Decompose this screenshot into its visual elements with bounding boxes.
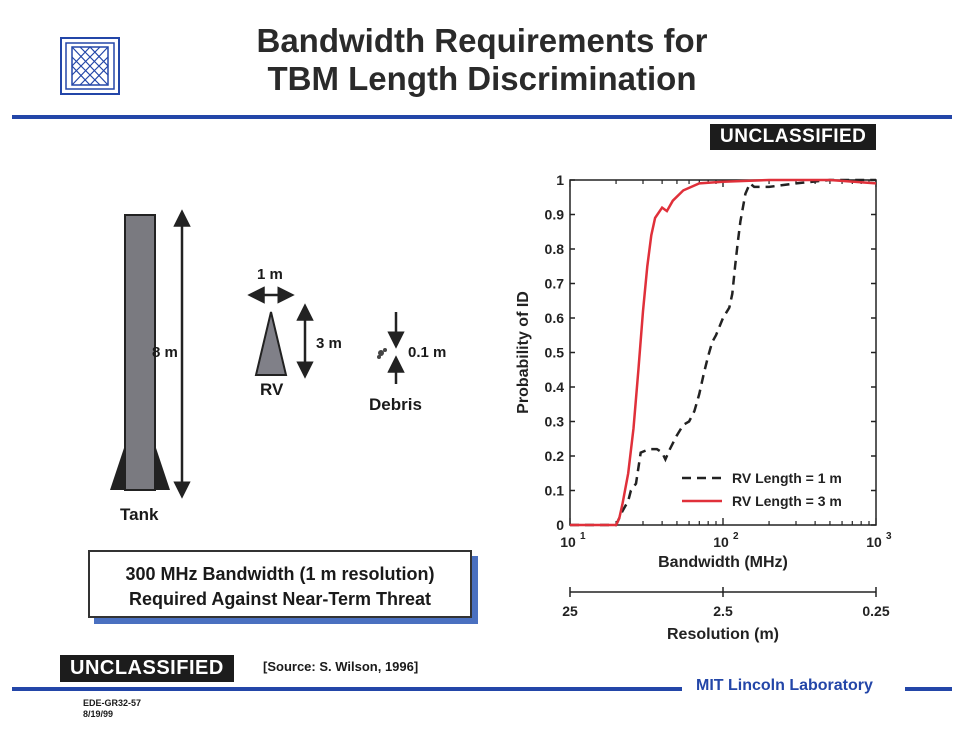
object-diagram [110,209,405,499]
y-tick-label: 0.7 [545,276,565,292]
doc-date: 8/19/99 [83,709,114,719]
series-line-1 [570,178,876,527]
classification-badge-bottom: UNCLASSIFIED [60,655,234,682]
y-tick-label: 0.2 [545,448,565,464]
y-tick-label: 0.5 [545,345,565,361]
y-tick-label: 0.1 [545,483,565,499]
y-tick-label: 0.9 [545,207,565,223]
debris-label: Debris [369,395,422,414]
lincoln-logo [60,37,120,100]
resolution-tick-label: 2.5 [713,603,733,619]
title-line-2: TBM Length Discrimination [267,60,697,97]
classification-badge-top: UNCLASSIFIED [710,124,877,150]
plot-frame [569,179,877,526]
resolution-axis-label: Resolution (m) [667,626,779,643]
page-title: Bandwidth Requirements for TBM Length Di… [0,22,964,98]
rv-width-label: 1 m [257,266,283,283]
x-tick-label: 10 [560,534,576,550]
y-tick-label: 0.4 [545,379,565,395]
y-tick-label: 1 [556,172,564,188]
header-divider [12,115,952,119]
tank-label: Tank [120,505,159,524]
y-tick-label: 0.8 [545,241,565,257]
debris-size-label: 0.1 m [408,344,447,361]
y-tick-label: 0.3 [545,414,565,430]
legend-label-2: RV Length = 3 m [732,493,842,509]
series-line-2 [570,178,877,527]
logo-icon [60,37,120,95]
legend-label-1: RV Length = 1 m [732,470,842,486]
source-citation: [Source: S. Wilson, 1996] [263,659,419,674]
y-tick-label: 0 [556,517,564,533]
resolution-tick-label: 0.25 [862,603,889,619]
rv-label: RV [260,380,284,399]
doc-id: EDE-GR32-57 [83,698,142,708]
requirement-callout: 300 MHz Bandwidth (1 m resolution) Requi… [88,550,472,618]
footer-divider-right [905,687,952,691]
x-tick-label: 10 [713,534,729,550]
resolution-tick-label: 25 [562,603,578,619]
tank-length-label: 8 m [152,344,178,361]
tank-shape [110,214,170,491]
callout-line-2: Required Against Near-Term Threat [128,589,432,609]
rv-height-label: 3 m [316,335,342,352]
footer-divider-left [12,687,682,691]
x-tick-exponent: 3 [886,531,892,542]
y-axis-label: Probability of ID [515,291,532,414]
org-name: MIT Lincoln Laboratory [696,677,873,694]
x-tick-exponent: 1 [580,531,586,542]
debris-shape [377,348,387,359]
title-line-1: Bandwidth Requirements for [256,22,708,59]
probability-chart: 0 0.1 0.2 0.3 0.4 0.5 0.6 0.7 0.8 0.9 1 10 1 10 2 10 3 Ba… [515,172,892,643]
x-axis-label: Bandwidth (MHz) [658,554,788,571]
x-tick-label: 10 [866,534,882,550]
callout-line-1: 300 MHz Bandwidth (1 m resolution) [125,564,435,584]
x-tick-exponent: 2 [733,531,739,542]
rv-shape [254,311,288,376]
y-tick-label: 0.6 [545,310,565,326]
